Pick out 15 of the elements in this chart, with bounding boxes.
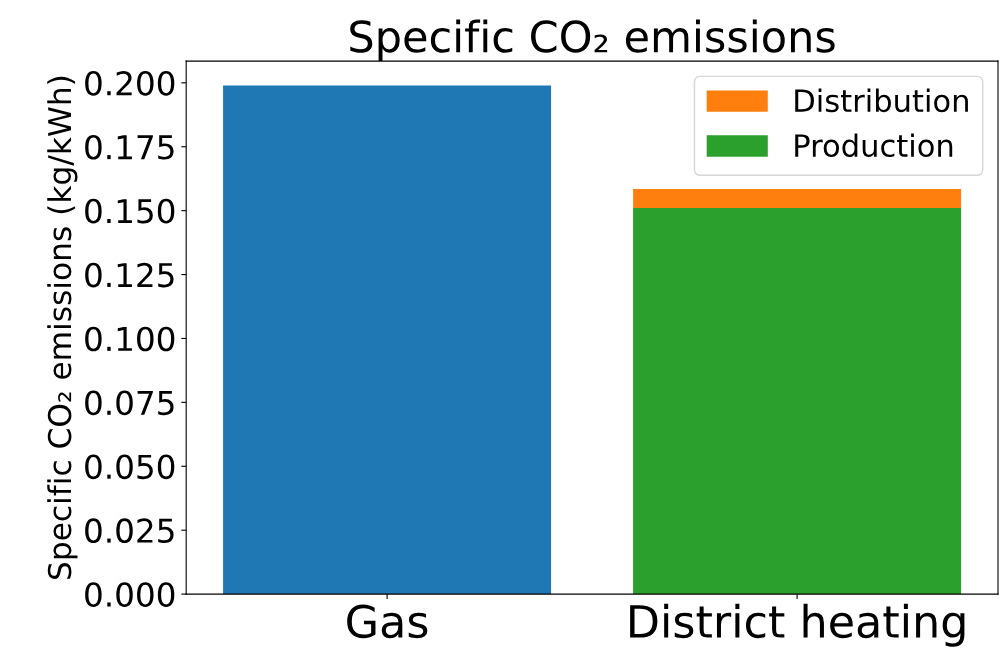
y-tick-label: 0.025: [85, 518, 174, 544]
x-tick-label: District heating: [630, 603, 965, 647]
y-tick-label: 0.050: [85, 454, 175, 480]
chart-title: Specific CO₂ emissions: [350, 19, 835, 62]
y-tick-label: 0.100: [85, 326, 175, 352]
y-tick-label: 0.200: [85, 71, 175, 96]
y-tick-label: 0.175: [85, 134, 174, 160]
y-tick-label: 0.000: [85, 582, 175, 607]
y-tick-label: 0.075: [85, 390, 174, 416]
y-axis-title: Specific CO₂ emissions (kg/kWh): [47, 76, 78, 579]
y-tick-label: 0.125: [85, 262, 174, 288]
y-tick-label: 0.150: [85, 198, 175, 224]
legend-label: Production: [795, 133, 953, 158]
x-tick-label: Gas: [347, 604, 428, 639]
legend-label: Distribution: [795, 88, 968, 113]
